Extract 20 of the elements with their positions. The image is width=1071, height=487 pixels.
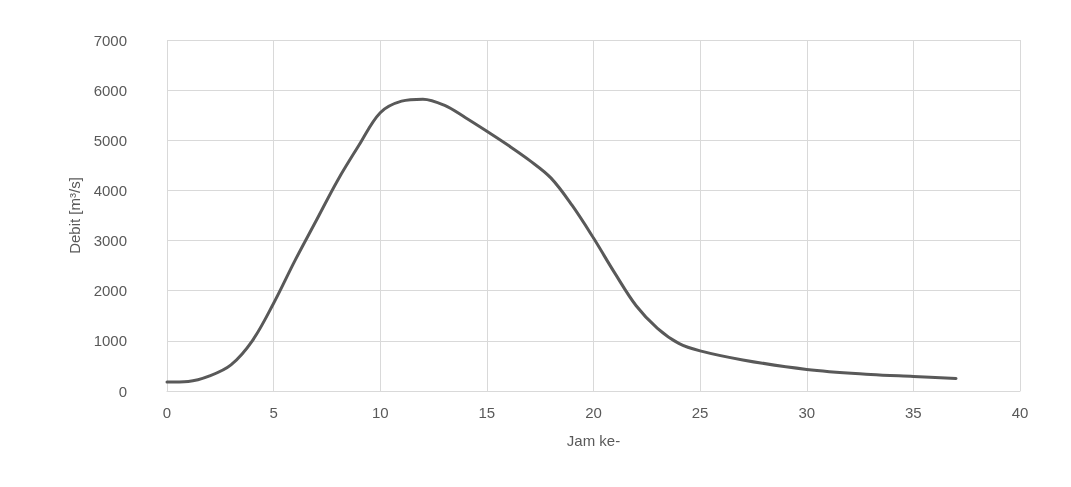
y-tick-label: 4000 [93, 181, 127, 199]
x-tick-label: 15 [478, 404, 496, 421]
y-tick-label: 3000 [93, 232, 127, 250]
y-tick-label: 6000 [93, 81, 127, 99]
y-tick-label: 7000 [93, 31, 127, 49]
y-tick-label: 1000 [93, 332, 127, 350]
y-axis-title: Debit [m³/s] [66, 177, 83, 254]
x-tick-label: 35 [905, 404, 922, 421]
y-tick-label: 2000 [93, 282, 127, 300]
x-tick-label: 10 [371, 404, 389, 421]
y-tick-label: 0 [118, 382, 127, 400]
x-tick-label: 40 [1011, 404, 1029, 421]
x-tick-label: 5 [269, 404, 278, 421]
line-series [165, 97, 958, 384]
x-tick-label: 25 [691, 404, 709, 421]
y-tick-label: 5000 [93, 131, 127, 149]
x-axis-title: Jam ke- [566, 432, 621, 449]
x-tick-label: 0 [162, 404, 172, 421]
x-tick-label: 30 [798, 404, 816, 421]
x-tick-label: 20 [585, 404, 602, 421]
